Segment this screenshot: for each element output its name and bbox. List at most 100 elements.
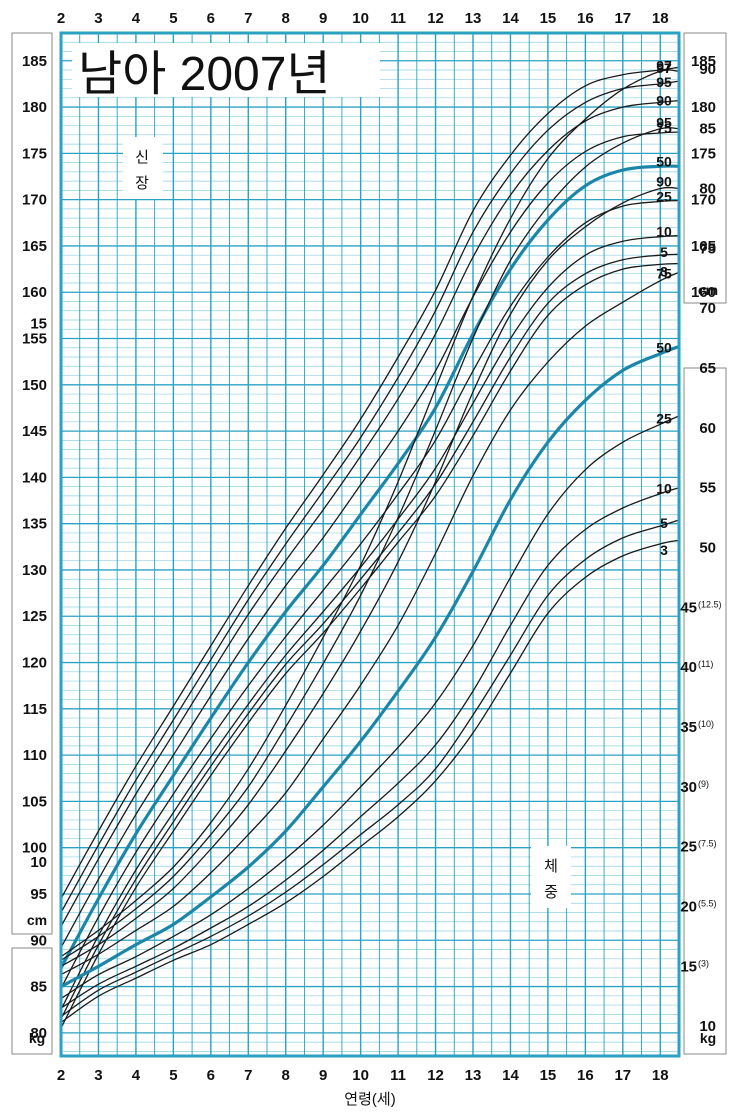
weight-tick-right-90: 90 xyxy=(699,61,716,78)
weight-tick-right-45: 45 xyxy=(680,599,697,616)
weight-curve-p97 xyxy=(60,69,680,958)
weight-tick-right-35: 35 xyxy=(680,719,697,736)
weight-tick-right-30: 30 xyxy=(680,779,697,796)
height-percentile-label-p10: 10 xyxy=(656,224,672,240)
x-tick-label-bottom-18: 18 xyxy=(652,1067,669,1084)
x-tick-label-bottom-6: 6 xyxy=(207,1067,215,1084)
x-tick-label-bottom-12: 12 xyxy=(427,1067,444,1084)
height-curve-p5 xyxy=(60,253,680,1020)
weight-unit-right: kg xyxy=(700,1030,716,1046)
weight-curve-p5 xyxy=(60,519,680,1018)
right-tick-labels: 160 165 170 175 180 185 10 15 (3) 20 (5.5) 25 (7.5) 3… xyxy=(680,53,721,1035)
height-curve-p90 xyxy=(60,99,680,927)
x-tick-label-bottom-13: 13 xyxy=(465,1067,482,1084)
weight-percentile-label-p3: 3 xyxy=(660,542,668,558)
height-tick-left-80: 80 xyxy=(30,1025,47,1042)
height-tick-left-185: 185 xyxy=(22,53,47,70)
weight-curve-p3 xyxy=(60,539,680,1024)
height-percentile-label-p3: 3 xyxy=(660,263,668,279)
height-tick-left-160: 160 xyxy=(22,284,47,301)
weight-unit-left: kg xyxy=(29,1030,45,1046)
weight-label-char-1: 체 xyxy=(544,858,558,875)
height-tick-left-105: 105 xyxy=(22,793,47,810)
right-height-axis-box xyxy=(683,32,727,304)
height-tick-right-185: 185 xyxy=(691,53,716,70)
weight-tick-right-secondary-15: (3) xyxy=(698,958,709,968)
weight-tick-right-85: 85 xyxy=(699,121,716,138)
x-tick-label-top-18: 18 xyxy=(652,10,669,27)
height-tick-left-110: 110 xyxy=(23,747,47,764)
weight-tick-right-15: 15 xyxy=(680,958,697,975)
height-tick-left-100: 100 xyxy=(22,840,47,857)
major-grid xyxy=(60,33,679,1056)
x-tick-label-top-9: 9 xyxy=(319,10,327,27)
weight-tick-right-20: 20 xyxy=(680,898,697,915)
x-tick-label-bottom-16: 16 xyxy=(577,1067,594,1084)
x-tick-label-top-16: 16 xyxy=(577,10,594,27)
weight-curve-p10 xyxy=(60,487,680,1009)
weight-curve-p75 xyxy=(60,271,680,976)
height-tick-right-165: 165 xyxy=(691,238,716,255)
height-tick-right-160: 160 xyxy=(691,284,716,301)
height-label-char-2: 장 xyxy=(135,175,149,192)
height-curve-p25 xyxy=(60,199,680,989)
weight-percentile-label-p75: 75 xyxy=(656,266,672,282)
weight-tick-right-65: 65 xyxy=(699,360,716,377)
height-tick-left-115: 115 xyxy=(23,701,47,718)
weight-percentile-label-p95: 95 xyxy=(656,115,672,131)
height-tick-left-175: 175 xyxy=(22,145,47,162)
weight-tick-right-25: 25 xyxy=(680,839,697,856)
height-tick-left-180: 180 xyxy=(22,99,47,116)
weight-percentile-label-p97: 97 xyxy=(656,57,672,73)
weight-tick-left-15: 15 xyxy=(30,316,47,333)
left-height-axis-box xyxy=(11,32,53,935)
height-tick-right-180: 180 xyxy=(691,99,716,116)
x-tick-label-top-5: 5 xyxy=(169,10,177,27)
x-tick-label-bottom-2: 2 xyxy=(57,1067,65,1084)
height-tick-left-135: 135 xyxy=(22,516,47,533)
weight-tick-right-40: 40 xyxy=(680,659,697,676)
x-tick-label-bottom-5: 5 xyxy=(169,1067,177,1084)
height-tick-left-140: 140 xyxy=(22,469,47,486)
weight-tick-right-secondary-25: (7.5) xyxy=(698,839,717,849)
height-label-char-1: 신 xyxy=(135,149,149,166)
weight-tick-right-80: 80 xyxy=(699,181,716,198)
height-tick-right-175: 175 xyxy=(691,145,716,162)
left-tick-labels: 80 85 90 95 100 105 110 115 120 125 130 135 140 145 15… xyxy=(22,53,47,1042)
height-percentile-label-p90: 90 xyxy=(656,92,672,108)
weight-tick-right-secondary-30: (9) xyxy=(698,779,709,789)
weight-tick-right-secondary-45: (12.5) xyxy=(698,599,722,609)
height-curve-p75 xyxy=(60,131,680,949)
height-curve-p3 xyxy=(60,262,680,1029)
x-tick-label-bottom-8: 8 xyxy=(282,1067,290,1084)
x-tick-label-bottom-10: 10 xyxy=(352,1067,369,1084)
weight-percentile-label-p5: 5 xyxy=(660,515,668,531)
weight-curve-p50 xyxy=(60,345,680,989)
minor-grid xyxy=(61,32,680,1056)
weight-tick-right-50: 50 xyxy=(699,539,716,556)
height-tick-left-145: 145 xyxy=(22,423,47,440)
weight-curve-p25 xyxy=(60,415,680,1000)
weight-tick-right-secondary-40: (11) xyxy=(698,659,713,669)
x-tick-label-bottom-17: 17 xyxy=(614,1067,631,1084)
x-tick-label-bottom-7: 7 xyxy=(244,1067,252,1084)
weight-label-char-2: 중 xyxy=(544,884,558,901)
x-tick-labels-top: 2 3 4 5 6 7 8 9 10 11 12 13 14 15 16 17 18 xyxy=(57,10,669,27)
x-tick-label-top-11: 11 xyxy=(390,10,406,27)
x-tick-label-top-8: 8 xyxy=(282,10,290,27)
height-percentile-label-p97: 97 xyxy=(656,60,672,76)
height-tick-left-90: 90 xyxy=(30,932,47,949)
x-axis-label: 연령(세) xyxy=(344,1091,395,1108)
weight-tick-left-10: 10 xyxy=(30,854,47,871)
height-tick-left-130: 130 xyxy=(22,562,47,579)
x-tick-label-top-3: 3 xyxy=(94,10,102,27)
weight-percentile-curves xyxy=(60,69,680,1024)
height-percentile-label-p25: 25 xyxy=(656,189,672,205)
height-tick-left-85: 85 xyxy=(30,979,47,996)
weight-percentile-label-p90: 90 xyxy=(656,174,672,190)
height-percentile-label-p50: 50 xyxy=(656,153,672,169)
x-tick-label-bottom-15: 15 xyxy=(540,1067,557,1084)
weight-tick-right-secondary-35: (10) xyxy=(698,719,714,729)
